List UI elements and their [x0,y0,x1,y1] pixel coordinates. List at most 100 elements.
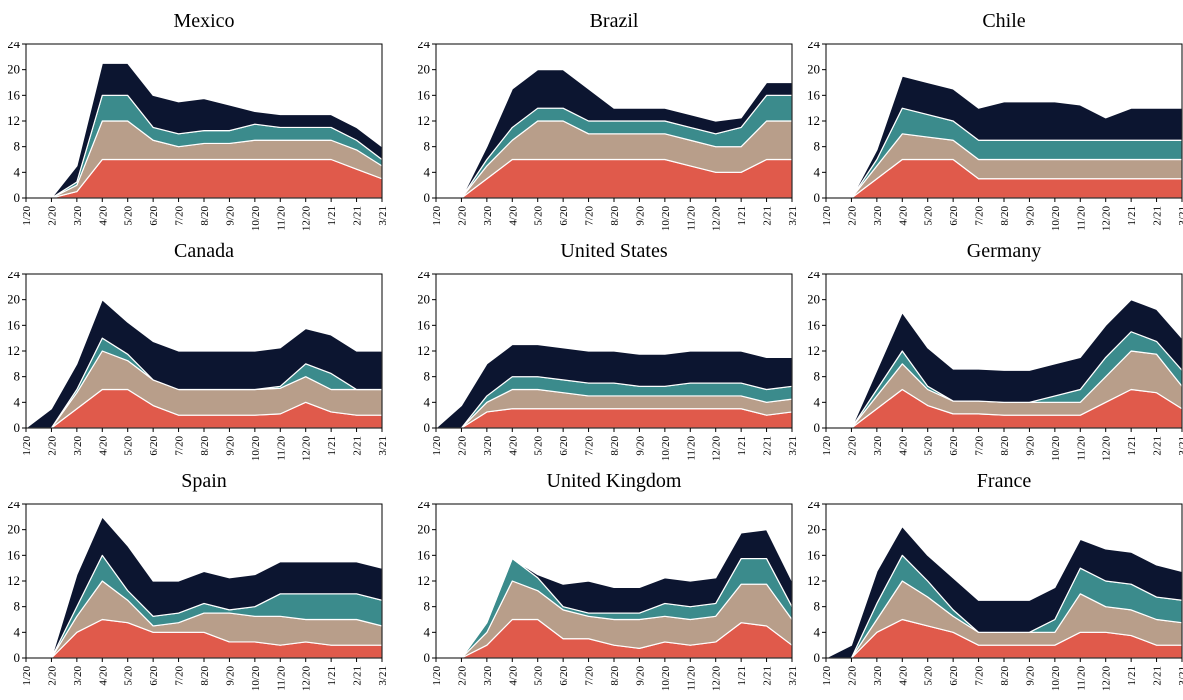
x-tick-label: 2/21 [1152,206,1164,226]
x-tick-label: 9/20 [224,436,236,456]
x-tick-label: 4/20 [507,666,519,686]
x-tick-label: 8/20 [609,436,621,456]
x-tick-label: 4/20 [507,206,519,226]
x-tick-label: 1/20 [21,436,33,456]
x-tick-label: 11/20 [685,206,697,231]
chart-panel: United Kingdom 0 4 8 12 16 20 24 1/20 2/20 3/20 4/2… [418,470,798,696]
x-tick-label: 8/20 [199,206,211,226]
x-tick-label: 3/21 [1177,666,1183,686]
chart-panel: Brazil 0 4 8 12 16 20 24 1/20 2/20 3/20 4/20 5/20 6/2… [418,10,798,236]
x-tick-label: 2/21 [1152,436,1164,456]
x-tick-label: 9/20 [634,206,646,226]
y-tick-label: 0 [14,650,21,665]
x-tick-label: 7/20 [174,436,186,456]
y-tick-label: 8 [814,599,821,614]
x-tick-label: 4/20 [897,206,909,226]
x-tick-label: 8/20 [999,436,1011,456]
y-tick-label: 0 [14,420,21,435]
x-tick-label: 1/21 [736,436,748,456]
x-tick-label: 1/20 [431,206,443,226]
y-tick-label: 12 [8,343,20,358]
x-tick-label: 9/20 [1024,206,1036,226]
y-tick-label: 12 [418,343,430,358]
x-tick-label: 1/21 [326,666,338,686]
y-tick-label: 8 [14,599,21,614]
x-tick-label: 5/20 [923,436,935,456]
x-tick-label: 4/20 [97,666,109,686]
y-tick-label: 0 [814,190,821,205]
y-tick-label: 16 [808,547,821,562]
x-tick-label: 6/20 [558,436,570,456]
y-tick-label: 12 [8,113,20,128]
x-tick-label: 5/20 [123,206,135,226]
panel-title: United Kingdom [546,470,682,492]
y-tick-label: 4 [814,164,821,179]
x-tick-label: 12/20 [711,436,723,462]
y-tick-label: 4 [14,164,21,179]
y-tick-label: 4 [814,394,821,409]
y-tick-label: 16 [8,317,21,332]
y-tick-label: 20 [808,292,820,307]
x-tick-label: 5/20 [923,666,935,686]
y-tick-label: 16 [8,547,21,562]
x-tick-label: 8/20 [999,666,1011,686]
x-tick-label: 10/20 [660,436,672,462]
panel-title: Canada [174,240,234,262]
y-tick-label: 12 [418,573,430,588]
x-tick-label: 1/21 [1126,206,1138,226]
x-tick-label: 2/20 [46,436,58,456]
x-tick-label: 8/20 [609,206,621,226]
y-tick-label: 8 [814,139,821,154]
x-tick-label: 2/21 [352,436,364,456]
x-tick-label: 11/20 [685,436,697,461]
x-tick-label: 2/20 [456,436,468,456]
y-tick-label: 24 [808,42,821,51]
x-tick-label: 7/20 [974,666,986,686]
x-tick-label: 2/20 [456,666,468,686]
x-tick-label: 9/20 [634,436,646,456]
x-tick-label: 2/20 [46,206,58,226]
x-tick-label: 1/20 [821,206,833,226]
x-tick-label: 11/20 [275,666,287,691]
x-tick-label: 5/20 [923,206,935,226]
panel-title: Brazil [589,10,639,32]
panel-title: France [976,470,1032,492]
y-tick-label: 20 [808,522,820,537]
y-tick-label: 20 [418,62,430,77]
x-tick-label: 1/21 [736,206,748,226]
x-tick-label: 10/20 [250,436,262,462]
x-tick-label: 3/20 [72,206,84,226]
y-tick-label: 24 [8,272,21,281]
chart-panel: Spain 0 4 8 12 16 20 24 1/20 2/20 3/20 4/20 5/20 6/20… [8,470,388,696]
x-tick-label: 6/20 [948,666,960,686]
x-tick-label: 3/21 [1177,436,1183,456]
x-tick-label: 3/21 [377,206,388,226]
x-tick-label: 2/20 [456,206,468,226]
y-tick-label: 4 [424,624,431,639]
x-tick-label: 11/20 [1075,436,1087,461]
x-tick-label: 1/21 [326,436,338,456]
panel-plot: 0 4 8 12 16 20 24 1/20 2/20 3/20 4/20 5/20 6/20 7/20 8… [418,272,798,462]
y-tick-label: 24 [8,502,21,511]
y-tick-label: 24 [8,42,21,51]
chart-panel: Germany 0 4 8 12 16 20 24 1/20 2/20 3/20 4/20 5/20 6/… [808,240,1183,466]
x-tick-label: 7/20 [974,206,986,226]
x-tick-label: 3/20 [872,206,884,226]
x-tick-label: 10/20 [250,666,262,692]
x-tick-label: 10/20 [1050,666,1062,692]
x-tick-label: 5/20 [533,206,545,226]
x-tick-label: 3/20 [72,666,84,686]
x-tick-label: 4/20 [97,206,109,226]
y-tick-label: 20 [8,62,20,77]
y-tick-label: 24 [808,272,821,281]
x-tick-label: 3/21 [787,206,798,226]
panel-plot: 0 4 8 12 16 20 24 1/20 2/20 3/20 4/20 5/20 6/20 7/20 8… [808,272,1183,461]
y-tick-label: 4 [14,394,21,409]
x-tick-label: 4/20 [97,436,109,456]
panel-plot: 0 4 8 12 16 20 24 1/20 2/20 3/20 4/20 5/20 6/20 7/20 8… [418,42,798,231]
y-tick-label: 16 [808,317,821,332]
x-tick-label: 5/20 [533,436,545,456]
y-tick-label: 8 [424,599,431,614]
panel-plot: 0 4 8 12 16 20 24 1/20 2/20 3/20 4/20 5/20 6/20 7/20 8… [8,42,388,231]
y-tick-label: 16 [418,87,431,102]
